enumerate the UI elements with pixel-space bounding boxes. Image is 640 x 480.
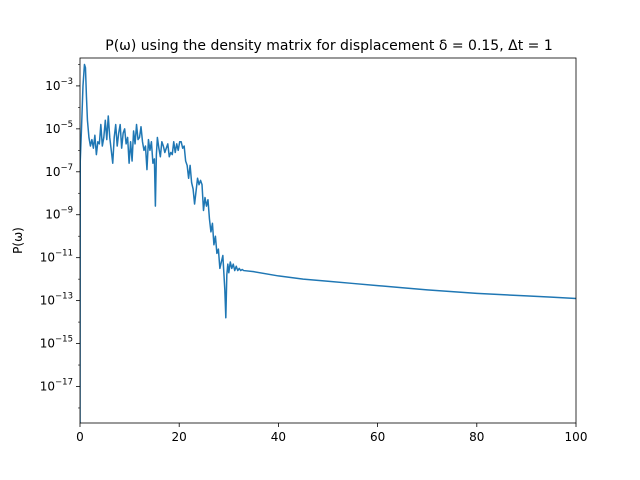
y-tick-label: 10−3 [45, 77, 73, 93]
data-series-line [80, 63, 576, 423]
y-tick-label: 10−13 [40, 292, 73, 308]
plot-frame [79, 57, 577, 424]
x-tick-label: 40 [271, 430, 286, 444]
plot-background [80, 58, 576, 423]
y-tick-label: 10−5 [45, 120, 73, 136]
y-tick-label: 10−9 [45, 206, 73, 222]
y-tick-label: 10−7 [45, 163, 73, 179]
x-axis-ticks: 0 20 40 60 80 100 [76, 423, 587, 444]
x-tick-label: 80 [469, 430, 484, 444]
y-tick-label: 10−11 [40, 249, 73, 265]
y-axis-ticks: 10−3 10−5 10−7 10−9 10−11 10−13 10−15 10−17 [40, 64, 80, 409]
y-tick-label: 10−15 [40, 335, 73, 351]
x-tick-label: 60 [370, 430, 385, 444]
x-tick-label: 20 [172, 430, 187, 444]
x-tick-label: 100 [565, 430, 588, 444]
plot-area [79, 57, 577, 424]
y-tick-label: 10−17 [40, 378, 73, 394]
chart-title: P(ω) using the density matrix for displa… [105, 38, 552, 54]
x-tick-label: 0 [76, 430, 84, 444]
y-axis-label: P(ω) [11, 227, 25, 254]
